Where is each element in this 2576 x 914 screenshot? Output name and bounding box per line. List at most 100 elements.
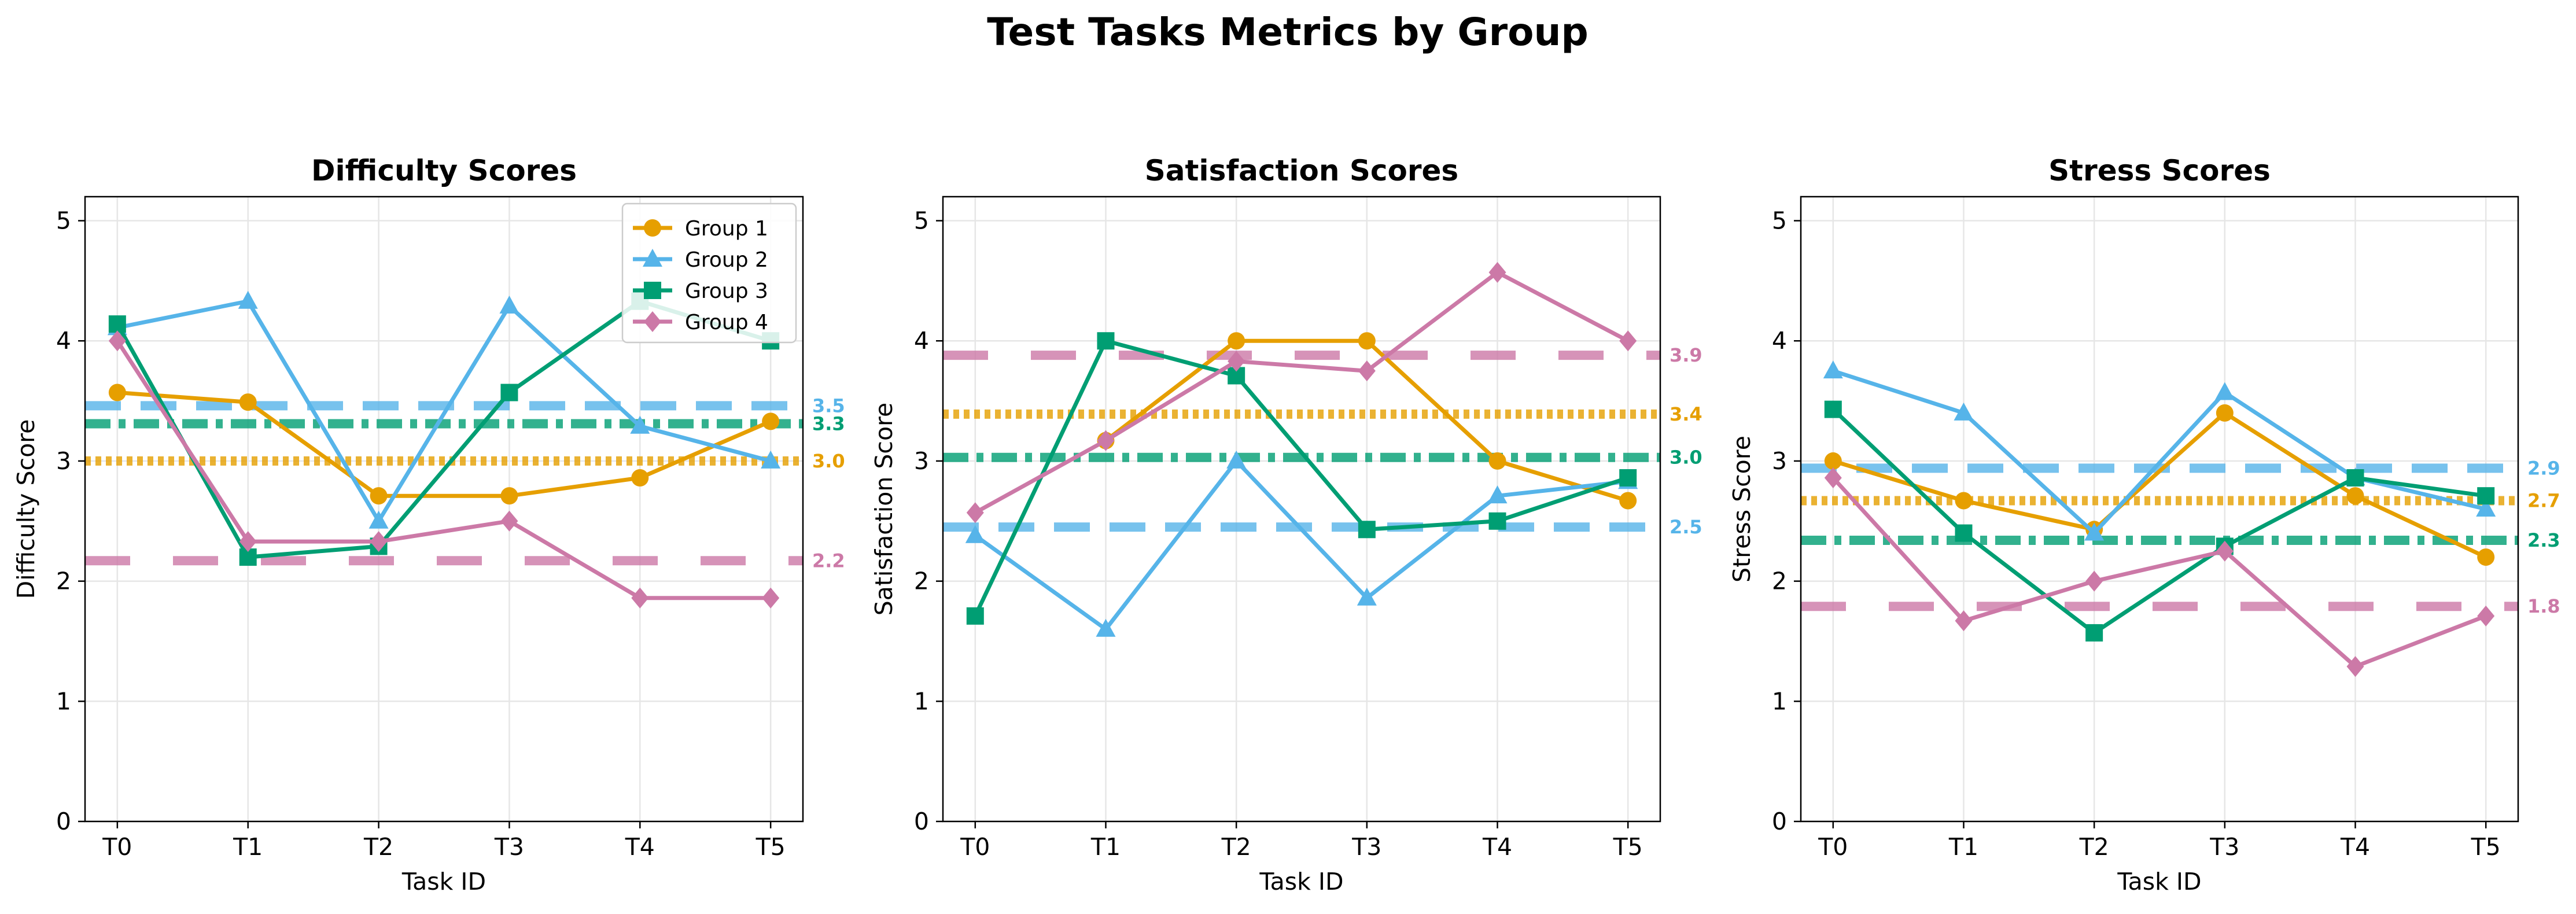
mean-label-group-3: 3.0 [1670,447,1702,469]
x-tick-label: T1 [1948,833,1978,861]
data-point-group-3 [1619,469,1637,487]
x-tick-label: T1 [233,833,263,861]
x-tick-label: T2 [363,833,393,861]
data-point-group-2 [1357,587,1377,606]
legend-entry: Group 3 [685,279,768,303]
series-line-group-3 [1831,408,2486,635]
data-point-group-4 [1097,430,1115,451]
y-tick-label: 5 [56,207,71,235]
series-line-group-1 [117,390,772,498]
data-point-group-3 [108,315,126,333]
x-tick-label: T5 [1613,833,1643,861]
data-point-group-1 [1488,452,1506,470]
legend-entry: Group 1 [685,217,768,241]
figure-title: Test Tasks Metrics by Group [987,10,1588,54]
data-point-group-4 [966,502,984,524]
legend-marker [644,219,661,237]
data-point-group-1 [108,384,126,401]
data-point-group-1 [370,487,388,505]
y-tick-label: 3 [56,447,71,475]
data-point-group-4 [370,531,388,552]
y-tick-label: 1 [56,687,71,715]
series-line-group-1 [1832,411,2487,559]
y-tick-label: 1 [914,687,929,715]
data-point-group-4 [1824,467,1842,488]
series-line-group-2 [974,459,1628,632]
series-group-1 [1097,332,1637,510]
data-point-group-2 [1487,485,1508,504]
data-point-group-1 [500,487,518,505]
y-tick-label: 2 [56,567,71,595]
x-tick-label: T2 [2079,833,2109,861]
legend-marker [644,282,661,299]
chart-panel-2: 3.4 2.5 3.0 3.9 T0 T1 T2 T3 T4 T5 0 1 2 3 4 5 Satisfacti… [870,154,1702,895]
data-point-group-1 [1824,452,1842,470]
x-tick-label: T0 [1818,833,1848,861]
data-point-group-4 [2477,605,2495,626]
y-tick-label: 4 [1772,327,1787,355]
data-point-group-4 [1488,261,1506,283]
mean-label-group-4: 2.2 [812,550,845,572]
data-point-group-1 [2477,548,2495,566]
data-point-group-3 [500,384,518,401]
y-tick-label: 3 [1772,447,1787,475]
legend: Group 1 Group 2 Group 3 Group 4 [621,202,797,344]
axes-frame [84,196,804,823]
data-point-group-4 [1358,360,1376,382]
x-tick-label: T3 [2209,833,2239,861]
legend-marker [643,249,662,267]
series-line-group-4 [115,340,771,600]
y-tick-label: 0 [914,808,929,835]
y-tick-label: 1 [1772,687,1787,715]
data-point-group-4 [1619,330,1637,352]
data-point-group-2 [2084,522,2105,541]
data-point-group-4 [239,531,257,552]
data-point-group-2 [1096,618,1116,637]
y-tick-label: 2 [1772,567,1787,595]
series-line-group-2 [1832,368,2487,535]
data-point-group-1 [1955,492,1973,510]
data-point-group-4 [631,587,649,609]
x-axis-label: Task ID [1259,868,1343,895]
panels: 3.0 3.53.3 2.2 T0 T1 T2 T3 T4 T5 0 1 2 3 4 5 Difficulty… [12,154,2560,895]
series-group-4 [108,330,780,609]
series-group-3 [966,332,1637,625]
series-line-group-4 [1831,476,2487,669]
data-point-group-1 [2216,404,2234,422]
panel-title: Difficulty Scores [311,154,577,187]
x-tick-label: T3 [1351,833,1381,861]
data-point-group-3 [966,607,984,625]
y-axis-label: Satisfaction Score [870,403,898,616]
mean-label-group-3: 3.3 [812,413,845,435]
panel-title: Satisfaction Scores [1145,154,1458,187]
series-line-group-4 [974,270,1629,515]
mean-label-group-4: 1.8 [2527,595,2560,617]
data-point-group-3 [2477,487,2495,505]
y-tick-label: 0 [56,808,71,835]
y-tick-label: 4 [56,327,71,355]
data-point-group-4 [762,587,780,609]
chart-panel-3: 2.7 2.9 2.3 1.8 T0 T1 T2 T3 T4 T5 0 1 2 3 4 5 Stress Sco… [1728,154,2560,895]
data-point-group-4 [500,510,518,532]
data-point-group-2 [1954,402,1974,421]
y-tick-label: 5 [914,207,929,235]
x-axis-label: Task ID [401,868,486,895]
data-point-group-4 [108,330,126,352]
mean-label-group-1: 3.4 [1670,403,1702,425]
x-tick-label: T2 [1221,833,1251,861]
y-tick-label: 2 [914,567,929,595]
x-tick-label: T0 [102,833,132,861]
series-group-3 [1824,400,2495,642]
x-tick-label: T4 [2340,833,2370,861]
series-group-1 [1824,404,2495,566]
data-point-group-4 [1955,610,1973,632]
data-point-group-4 [1228,351,1245,372]
x-tick-label: T4 [1482,833,1512,861]
legend-entry: Group 2 [685,248,768,272]
x-tick-label: T3 [494,833,524,861]
mean-label-group-3: 2.3 [2527,529,2560,551]
panel-title: Stress Scores [2048,154,2271,187]
mean-label-group-4: 3.9 [1670,344,1702,366]
series-group-4 [966,261,1637,524]
x-tick-label: T0 [960,833,990,861]
